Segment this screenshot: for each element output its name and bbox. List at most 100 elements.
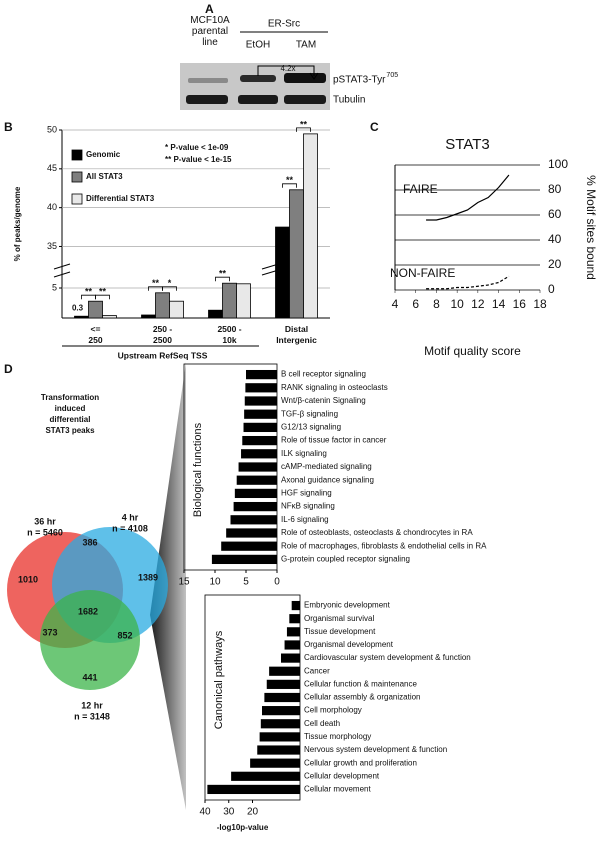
venn-region-count: 1389 [138, 572, 158, 582]
bar [242, 435, 277, 446]
y-axis-label: Biological functions [192, 422, 204, 517]
significance-label: * [168, 278, 172, 288]
y-tick-label: Tissue development [304, 627, 376, 636]
bar [264, 692, 300, 703]
bar [102, 315, 117, 319]
blot-band [240, 75, 276, 82]
line [426, 275, 510, 290]
x-tick-label: 4 [392, 297, 399, 311]
legend-label: Differential STAT3 [86, 194, 155, 203]
venn-region-count: 441 [82, 672, 97, 682]
y-tick-label: 45 [47, 163, 57, 173]
legend-swatch [71, 149, 83, 161]
bar [303, 133, 318, 319]
legend-label: All STAT3 [86, 172, 123, 181]
significance-label: ** [152, 278, 160, 288]
bar [241, 449, 277, 459]
x-axis-label: Upstream RefSeq TSS [118, 350, 208, 360]
x-tick-label: 30 [223, 807, 235, 818]
legend-swatch [71, 171, 83, 183]
venn-set-count: n = 5460 [27, 527, 63, 537]
axis-break [53, 263, 71, 278]
blot-band [284, 73, 326, 83]
value-label: 0.3 [72, 303, 84, 312]
y-tick-label: Role of tissue factor in cancer [281, 436, 387, 445]
y-tick-label: 20 [548, 257, 562, 271]
bar [155, 292, 170, 319]
bar [141, 314, 156, 319]
y-tick-label: 50 [47, 124, 57, 134]
x-axis-label: -log10p-value [217, 823, 269, 832]
note: ** P-value < 1e-15 [165, 155, 232, 164]
x-tick-label: 250 -2500 [153, 324, 173, 345]
venn-region-count: 386 [82, 537, 97, 547]
venn-circle [40, 590, 140, 690]
y-tick-label: Axonal guidance signaling [281, 475, 374, 484]
chart-title: STAT3 [445, 136, 489, 153]
y-tick-label: IL-6 signaling [281, 515, 329, 524]
x-tick-label: 6 [412, 297, 419, 311]
series-label: NON-FAIRE [390, 266, 455, 280]
y-tick-label: Cell death [304, 719, 340, 728]
bar [238, 462, 277, 472]
blot-band [284, 95, 326, 104]
bar [230, 515, 277, 525]
bar [221, 541, 277, 551]
band-label: Tubulin [333, 95, 365, 106]
x-tick-label: 16 [513, 297, 527, 311]
bar [208, 309, 223, 319]
bar [259, 732, 300, 742]
bar [222, 282, 237, 319]
venn-set-count: n = 3148 [74, 711, 110, 721]
venn-set-name: 36 hr [34, 516, 56, 526]
bar [250, 758, 300, 768]
y-tick-label: 80 [548, 182, 562, 196]
y-tick-label: Cancer [304, 666, 330, 675]
y-tick-label: Cellular development [304, 771, 380, 780]
bar [226, 528, 277, 538]
y-tick-label: Cell morphology [304, 706, 362, 715]
note: * P-value < 1e-09 [165, 143, 229, 152]
bar [244, 396, 277, 406]
fold-label: 4.2x [280, 64, 295, 73]
x-tick-label: Distal Intergenic [276, 324, 317, 345]
fold-arrow [309, 72, 319, 80]
y-tick-label: G12/13 signaling [281, 423, 341, 432]
bar [289, 189, 304, 319]
y-tick-label: RANK signaling in osteoclasts [281, 383, 388, 392]
y-tick-label: 40 [47, 202, 57, 212]
y-axis-label: % of peaks/genome [13, 186, 22, 261]
venn-region-count: 1010 [18, 574, 38, 584]
lane-label: MCF10A parental line [190, 15, 230, 48]
y-tick-label: Organismal development [304, 640, 394, 649]
bar [236, 475, 277, 485]
bar [269, 666, 300, 676]
band-label-superscript: 705 [386, 72, 398, 79]
y-tick-label: 40 [548, 232, 562, 246]
bar [286, 627, 300, 637]
significance-label: ** [99, 287, 107, 297]
y-tick-label: 35 [47, 241, 57, 251]
venn-set-name: 4 hr [122, 512, 139, 522]
blot-band [186, 95, 228, 104]
bar [243, 422, 277, 433]
x-tick-label: 14 [492, 297, 506, 311]
lane-label: TAM [296, 40, 316, 51]
blot-band [188, 78, 228, 83]
y-tick-label: Role of osteoblasts, osteoclasts & chond… [281, 528, 473, 537]
significance-label: ** [85, 287, 93, 297]
x-tick-label: 20 [247, 807, 259, 818]
x-tick-label: 10 [209, 577, 221, 588]
bar [246, 369, 277, 380]
x-tick-label: 2500 -10k [217, 324, 241, 345]
panel-label: B [4, 120, 13, 134]
y-tick-label: Cellular growth and proliferation [304, 758, 417, 767]
y-tick-label: 0 [548, 282, 555, 296]
x-tick-label: 0 [274, 577, 280, 588]
venn-region-count: 373 [42, 627, 57, 637]
y-tick-label: cAMP-mediated signaling [281, 462, 372, 471]
y-tick-label: ILK signaling [281, 449, 327, 458]
bar [234, 488, 277, 499]
venn-title: induced [55, 404, 86, 413]
lane-label: EtOH [246, 40, 270, 51]
